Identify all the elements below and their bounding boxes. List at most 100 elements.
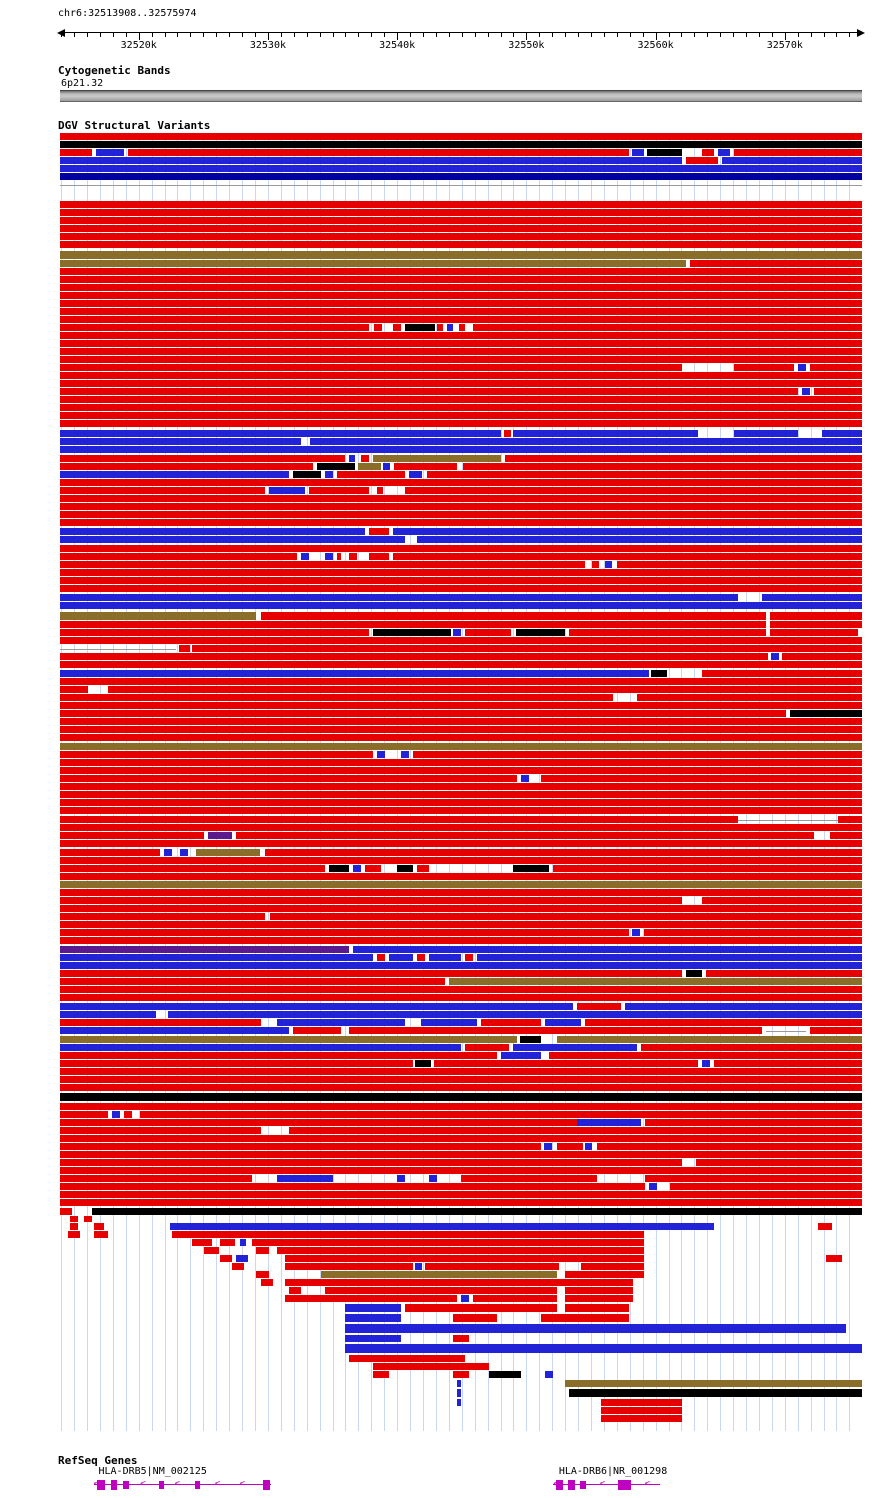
variant-segment[interactable] bbox=[60, 718, 862, 725]
variant-segment[interactable] bbox=[60, 364, 682, 371]
variant-segment[interactable] bbox=[465, 1044, 510, 1051]
variant-segment[interactable] bbox=[60, 133, 862, 140]
scroll-right-arrow-icon[interactable] bbox=[857, 29, 865, 37]
variant-segment[interactable] bbox=[701, 1060, 710, 1067]
variant-segment[interactable] bbox=[284, 1255, 644, 1262]
variant-segment[interactable] bbox=[264, 849, 862, 856]
variant-segment[interactable] bbox=[428, 954, 461, 961]
variant-segment[interactable] bbox=[60, 545, 862, 552]
variant-segment[interactable] bbox=[92, 1208, 862, 1215]
variant-segment[interactable] bbox=[60, 889, 862, 896]
gene-intron-line[interactable] bbox=[93, 1484, 271, 1485]
variant-segment[interactable] bbox=[60, 1093, 862, 1101]
variant-segment[interactable] bbox=[376, 751, 385, 758]
variant-segment[interactable] bbox=[60, 1119, 578, 1126]
variant-segment[interactable] bbox=[60, 602, 862, 609]
variant-segment[interactable] bbox=[569, 1389, 862, 1397]
variant-segment[interactable] bbox=[172, 1231, 644, 1238]
variant-segment[interactable] bbox=[292, 1027, 341, 1034]
variant-segment[interactable] bbox=[416, 536, 862, 543]
variant-segment[interactable] bbox=[585, 1143, 592, 1150]
variant-segment[interactable] bbox=[60, 954, 373, 961]
variant-segment[interactable] bbox=[169, 1223, 714, 1230]
variant-segment[interactable] bbox=[416, 954, 425, 961]
variant-segment[interactable] bbox=[60, 1191, 862, 1198]
variant-segment[interactable] bbox=[60, 577, 862, 584]
variant-segment[interactable] bbox=[60, 479, 862, 486]
variant-segment[interactable] bbox=[433, 1060, 698, 1067]
variant-segment[interactable] bbox=[591, 561, 599, 568]
variant-segment[interactable] bbox=[192, 645, 862, 652]
variant-segment[interactable] bbox=[577, 1003, 622, 1010]
variant-segment[interactable] bbox=[60, 686, 89, 693]
variant-segment[interactable] bbox=[809, 364, 862, 371]
variant-segment[interactable] bbox=[60, 503, 862, 510]
variant-segment[interactable] bbox=[240, 1239, 247, 1246]
variant-segment[interactable] bbox=[112, 1111, 121, 1118]
gene-exon-box[interactable] bbox=[158, 1480, 165, 1489]
variant-segment[interactable] bbox=[545, 1019, 582, 1026]
variant-segment[interactable] bbox=[376, 954, 385, 961]
variant-segment[interactable] bbox=[60, 536, 405, 543]
variant-segment[interactable] bbox=[717, 149, 730, 156]
variant-segment[interactable] bbox=[324, 553, 333, 560]
variant-segment[interactable] bbox=[617, 561, 862, 568]
variant-segment[interactable] bbox=[60, 316, 862, 323]
variant-segment[interactable] bbox=[60, 1019, 261, 1026]
variant-segment[interactable] bbox=[581, 1263, 644, 1270]
variant-segment[interactable] bbox=[60, 157, 682, 164]
variant-segment[interactable] bbox=[392, 324, 401, 331]
variant-segment[interactable] bbox=[60, 873, 862, 880]
variant-segment[interactable] bbox=[60, 528, 365, 535]
variant-segment[interactable] bbox=[60, 388, 798, 395]
variant-segment[interactable] bbox=[60, 1103, 862, 1110]
variant-segment[interactable] bbox=[769, 621, 862, 628]
variant-segment[interactable] bbox=[60, 173, 862, 180]
variant-segment[interactable] bbox=[461, 1175, 598, 1182]
variant-segment[interactable] bbox=[545, 1371, 554, 1378]
variant-segment[interactable] bbox=[276, 1019, 405, 1026]
variant-segment[interactable] bbox=[669, 1183, 862, 1190]
variant-segment[interactable] bbox=[452, 1314, 498, 1322]
variant-segment[interactable] bbox=[60, 1003, 574, 1010]
variant-segment[interactable] bbox=[60, 832, 205, 839]
variant-segment[interactable] bbox=[344, 1304, 401, 1312]
variant-segment[interactable] bbox=[60, 553, 297, 560]
variant-segment[interactable] bbox=[60, 921, 862, 928]
scroll-left-arrow-icon[interactable] bbox=[57, 29, 65, 37]
variant-segment[interactable] bbox=[60, 569, 862, 576]
variant-segment[interactable] bbox=[60, 356, 862, 363]
variant-segment[interactable] bbox=[400, 751, 409, 758]
variant-segment[interactable] bbox=[336, 471, 405, 478]
variant-segment[interactable] bbox=[60, 149, 93, 156]
variant-segment[interactable] bbox=[60, 412, 862, 419]
variant-segment[interactable] bbox=[60, 455, 345, 462]
variant-segment[interactable] bbox=[557, 1036, 862, 1043]
variant-segment[interactable] bbox=[60, 463, 313, 470]
variant-segment[interactable] bbox=[60, 1027, 289, 1034]
gene-exon-box[interactable] bbox=[96, 1479, 105, 1490]
variant-segment[interactable] bbox=[825, 1255, 842, 1262]
variant-segment[interactable] bbox=[705, 970, 862, 977]
variant-segment[interactable] bbox=[276, 1247, 644, 1254]
variant-segment[interactable] bbox=[60, 629, 369, 636]
variant-segment[interactable] bbox=[60, 332, 862, 339]
variant-segment[interactable] bbox=[737, 819, 838, 821]
variant-segment[interactable] bbox=[308, 487, 369, 494]
variant-segment[interactable] bbox=[164, 849, 173, 856]
variant-segment[interactable] bbox=[140, 1111, 862, 1118]
variant-segment[interactable] bbox=[60, 734, 862, 741]
variant-segment[interactable] bbox=[60, 184, 862, 186]
variant-segment[interactable] bbox=[733, 430, 798, 437]
variant-segment[interactable] bbox=[565, 1287, 634, 1294]
variant-segment[interactable] bbox=[60, 141, 862, 148]
variant-segment[interactable] bbox=[452, 1335, 469, 1342]
variant-segment[interactable] bbox=[565, 1380, 862, 1387]
variant-segment[interactable] bbox=[84, 1216, 93, 1222]
cytoband-bar[interactable] bbox=[60, 90, 862, 102]
variant-segment[interactable] bbox=[374, 324, 383, 331]
variant-segment[interactable] bbox=[320, 1271, 558, 1278]
variant-segment[interactable] bbox=[721, 157, 862, 164]
variant-segment[interactable] bbox=[515, 629, 566, 636]
variant-segment[interactable] bbox=[69, 1223, 78, 1230]
